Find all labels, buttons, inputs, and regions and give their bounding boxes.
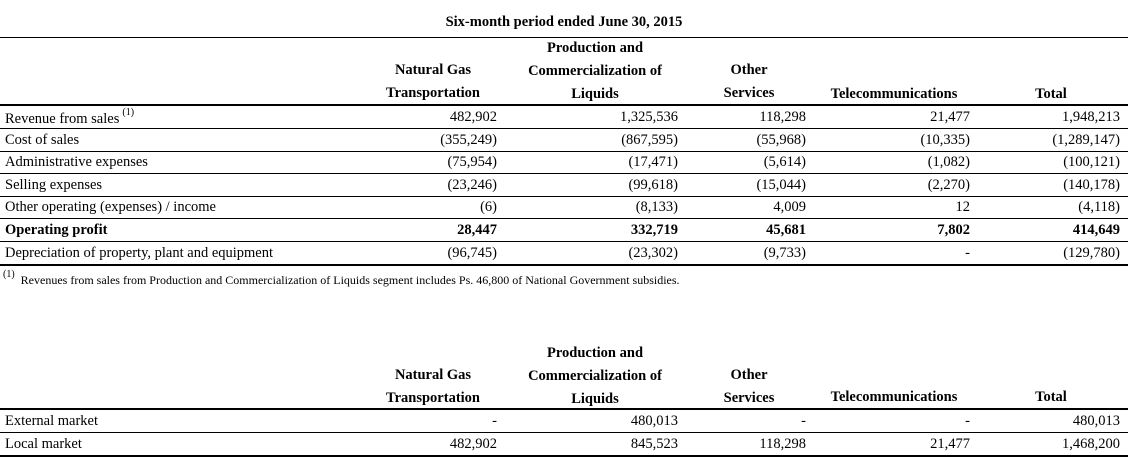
col-header-production-liquids: Production and Commercialization of Liqu…	[528, 345, 662, 407]
row-rule	[0, 241, 1128, 242]
cell-value: 1,948,213	[1062, 109, 1120, 125]
cell-value: 4,009	[773, 199, 806, 216]
col-header-telecommunications: Telecommunications	[830, 86, 958, 102]
cell-value: 332,719	[630, 222, 678, 238]
table-row: External market - 480,013 - - 480,013	[0, 410, 1128, 432]
cell-value: 482,902	[449, 109, 497, 125]
row-rule	[0, 432, 1128, 433]
cell-value: -	[965, 413, 970, 429]
row-label: Operating profit	[5, 222, 108, 238]
cell-value: -	[801, 413, 806, 429]
table-row: Cost of sales (355,249) (867,595) (55,968) (…	[0, 129, 1128, 151]
table-row: Local market 482,902 845,523 118,298 21,477 1…	[0, 433, 1128, 455]
row-label: Selling expenses	[5, 176, 103, 193]
footnote-ref: (1)	[122, 107, 135, 118]
cell-value: (6)	[480, 199, 497, 216]
cell-value: (9,733)	[763, 244, 806, 261]
row-label: Revenue from sales (1)	[5, 107, 135, 127]
row-rule	[0, 173, 1128, 175]
cell-value: (55,968)	[756, 131, 806, 148]
row-label: Administrative expenses	[5, 154, 148, 171]
row-label: Local market	[5, 435, 82, 452]
cell-value: (17,471)	[628, 154, 678, 171]
cell-value: 21,477	[930, 435, 970, 452]
cell-value: 7,802	[937, 222, 970, 238]
col-header-natural-gas: Natural Gas Transportation	[386, 367, 480, 406]
cell-value: 118,298	[759, 109, 806, 125]
cell-value: (1,289,147)	[1052, 131, 1120, 148]
row-label: Depreciation of property, plant and equi…	[5, 244, 274, 261]
cell-value: -	[492, 413, 497, 429]
row-rule	[0, 150, 1128, 152]
cell-value: (140,178)	[1063, 176, 1120, 193]
row-rule	[0, 218, 1128, 220]
cell-value: 21,477	[930, 109, 970, 125]
cell-value: (4,118)	[1078, 199, 1120, 216]
cell-value: (1,082)	[927, 154, 970, 171]
cell-value: (96,745)	[447, 244, 497, 261]
row-rule	[0, 195, 1128, 197]
cell-value: (23,302)	[628, 244, 678, 261]
cell-value: 12	[955, 199, 971, 216]
row-label: Other operating (expenses) / income	[5, 199, 216, 216]
cell-value: 480,013	[630, 413, 678, 429]
col-header-telecommunications: Telecommunications	[830, 389, 958, 405]
cell-value: (99,618)	[628, 176, 678, 193]
footnote-text: Revenues from sales from Production and …	[20, 273, 680, 287]
cell-value: 28,447	[457, 222, 497, 238]
table-row: Depreciation of property, plant and equi…	[0, 242, 1128, 264]
row-label: Cost of sales	[5, 131, 80, 148]
cell-value: -	[965, 244, 970, 261]
table-row: Operating profit 28,447 332,719 45,681 7,802…	[0, 219, 1128, 241]
cell-value: (867,595)	[621, 131, 678, 148]
cell-value: 1,468,200	[1062, 435, 1120, 452]
table-row: Revenue from sales (1) 482,902 1,325,536 118…	[0, 106, 1128, 128]
cell-value: 482,902	[449, 435, 497, 452]
table2-header-rule	[0, 408, 1128, 410]
cell-value: 45,681	[766, 222, 806, 238]
cell-value: 1,325,536	[620, 109, 678, 125]
cell-value: 118,298	[759, 435, 806, 452]
cell-value: (5,614)	[763, 154, 806, 171]
table-row: Other operating (expenses) / income (6) (8…	[0, 196, 1128, 218]
table1-header-rule	[0, 104, 1128, 106]
cell-value: (100,121)	[1063, 154, 1120, 171]
cell-value: (2,270)	[927, 176, 970, 193]
col-header-other-services: Other Services	[723, 367, 775, 406]
cell-value: 414,649	[1072, 222, 1120, 238]
cell-value: (10,335)	[920, 131, 970, 148]
table1-top-rule	[0, 37, 1128, 38]
col-header-production-liquids: Production and Commercialization of Liqu…	[528, 40, 662, 102]
table1-title: Six-month period ended June 30, 2015	[445, 14, 683, 30]
row-rule	[0, 128, 1128, 129]
table-row: Selling expenses (23,246) (99,618) (15,044)…	[0, 174, 1128, 196]
col-header-total: Total	[1035, 86, 1067, 102]
col-header-total: Total	[1035, 389, 1067, 405]
cell-value: 845,523	[630, 435, 678, 452]
cell-value: (15,044)	[756, 176, 806, 193]
footnote: (1) Revenues from sales from Production …	[3, 269, 680, 288]
footnote-marker: (1)	[3, 269, 15, 280]
cell-value: 480,013	[1072, 413, 1120, 429]
row-rule	[0, 263, 1128, 266]
col-header-natural-gas: Natural Gas Transportation	[386, 62, 480, 101]
cell-value: (75,954)	[447, 154, 497, 171]
cell-value: (129,780)	[1063, 244, 1120, 261]
row-label: External market	[5, 413, 98, 429]
col-header-other-services: Other Services	[723, 62, 775, 101]
cell-value: (8,133)	[635, 199, 678, 216]
cell-value: (23,246)	[447, 176, 497, 193]
table-row: Administrative expenses (75,954) (17,471) (…	[0, 151, 1128, 173]
cell-value: (355,249)	[440, 131, 497, 148]
